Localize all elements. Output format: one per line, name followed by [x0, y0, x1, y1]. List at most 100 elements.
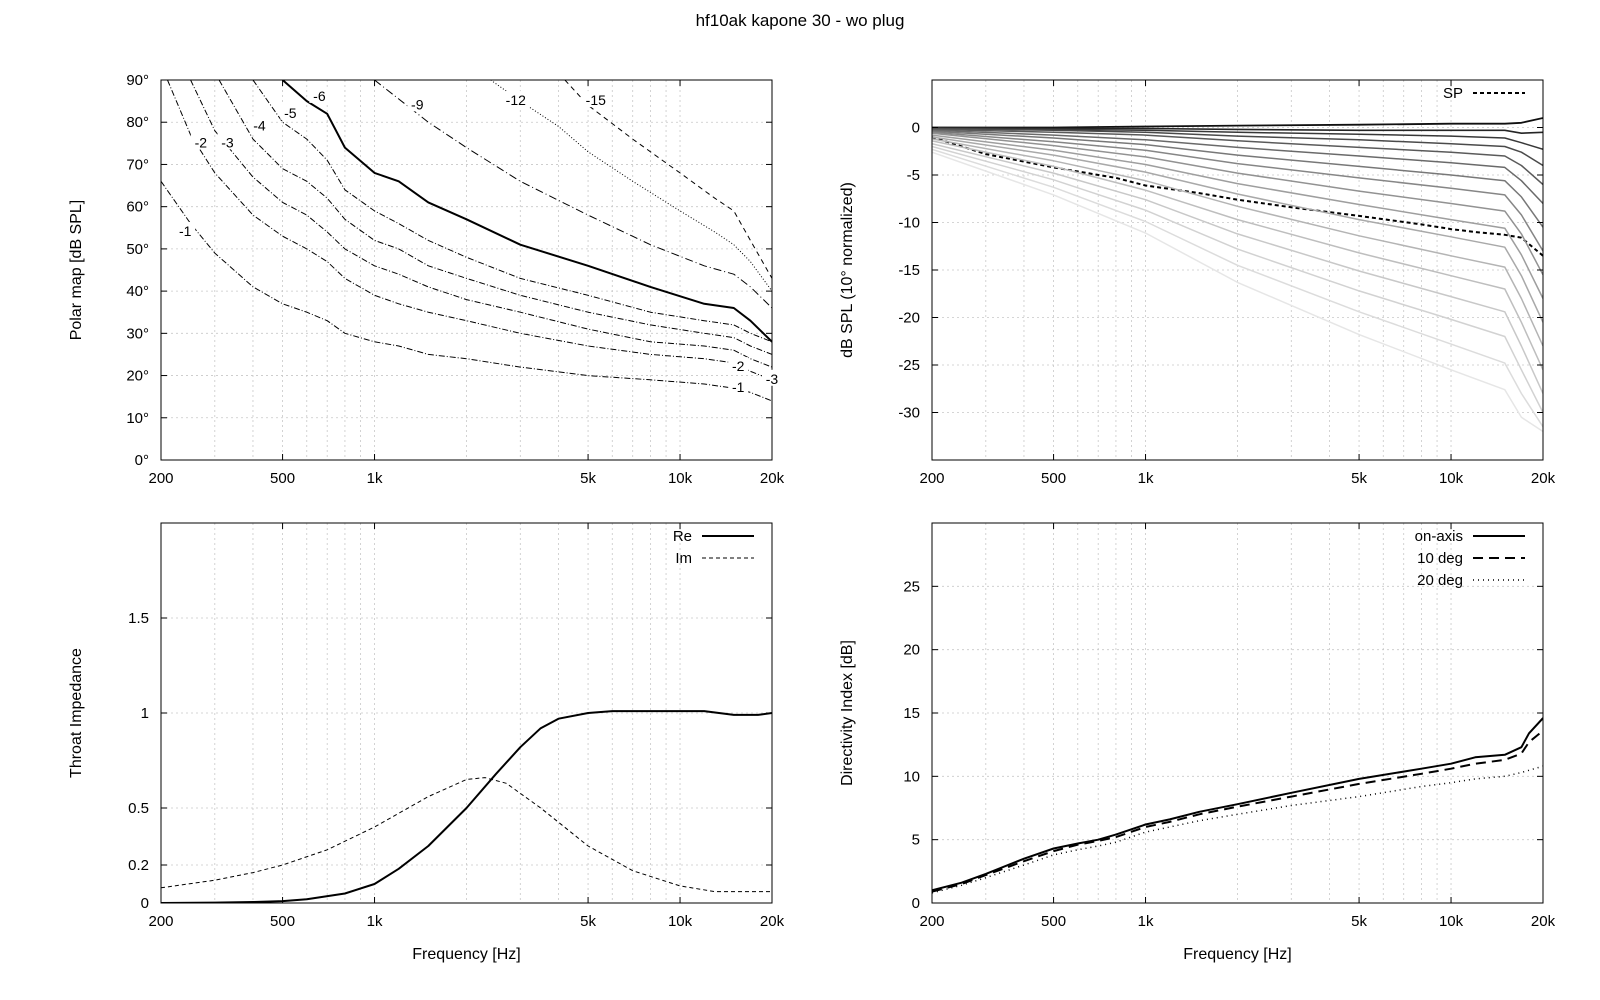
legend-label: Im: [675, 550, 692, 567]
y-tick-label: 0.2: [128, 857, 149, 874]
contour-label-bg: [249, 116, 270, 133]
throat-impedance-plot: 200 500 1k 5k 10k 20k 0 0.2 0.5 1 1.5 Throat Impeda…: [68, 522, 785, 963]
series-line-4: [932, 127, 1543, 167]
x-tick-label: 5k: [1351, 913, 1367, 930]
x-tick-label: 200: [148, 470, 173, 487]
y-tick-label: 1.5: [128, 610, 149, 627]
contour-label: -3: [221, 134, 234, 150]
x-tick-label: 1k: [1138, 913, 1154, 930]
directivity-index-plot: 200 500 1k 5k 10k 20k 0 5 10 15 20 25 Directivity In…: [839, 522, 1556, 963]
contour-label-bg: [581, 91, 610, 108]
x-tick-label: 10k: [668, 913, 693, 930]
x-tick-label: 5k: [1351, 470, 1367, 487]
x-tick-label: 200: [919, 913, 944, 930]
contour-label-bg: [762, 369, 782, 386]
y-tick-label: -20: [898, 310, 920, 327]
y-tick-label: 0: [912, 120, 920, 137]
legend-label: Re: [673, 528, 692, 545]
contour-label-bg: [309, 86, 330, 103]
contour-label-bg: [280, 103, 301, 120]
y-tick-label: 25: [903, 578, 920, 595]
contour-label: -1: [732, 379, 745, 395]
series-line-contour-15: [564, 80, 772, 279]
contour-label: -5: [284, 105, 297, 121]
series-group: [932, 117, 1543, 433]
x-tick-label: 1k: [367, 913, 383, 930]
series-line-contour-3: [190, 80, 772, 368]
x-tick-label: 10k: [1439, 470, 1464, 487]
y-tick-label: 0°: [135, 452, 149, 469]
y-tick-label: 90°: [126, 72, 149, 89]
contour-label: -2: [732, 358, 745, 374]
contour-label: -15: [586, 92, 606, 108]
x-tick-label: 500: [1041, 913, 1066, 930]
series-line-6: [932, 129, 1543, 205]
series-line-13: [932, 140, 1543, 371]
y-tick-label: -10: [898, 215, 920, 232]
y-tick-label: -5: [907, 167, 920, 184]
contour-label-bg: [728, 357, 749, 374]
series-line-12: [932, 138, 1543, 347]
y-tick-label: -15: [898, 262, 920, 279]
x-axis-title: Frequency [Hz]: [1183, 946, 1291, 963]
y-tick-label: 0.5: [128, 800, 149, 817]
series-line-on-axis: [932, 717, 1543, 892]
series-line-10-deg: [932, 729, 1543, 893]
x-tick-label: 500: [270, 913, 295, 930]
y-axis-title: Polar map [dB SPL]: [68, 200, 85, 341]
y-tick-label: -30: [898, 405, 920, 422]
contour-label-bg: [728, 378, 749, 395]
y-tick-label: 60°: [126, 199, 149, 216]
legend-label: 20 deg: [1417, 572, 1463, 589]
contour-label-bg: [501, 91, 530, 108]
x-tick-label: 10k: [1439, 913, 1464, 930]
series-line-1: [932, 117, 1543, 129]
series-line-7: [932, 130, 1543, 228]
x-tick-label: 200: [148, 913, 173, 930]
x-tick-label: 1k: [367, 470, 383, 487]
series-line-5: [932, 128, 1543, 186]
figure-title: hf10ak kapone 30 - wo plug: [696, 11, 905, 30]
series-line-9: [932, 132, 1543, 276]
contour-label: -2: [195, 134, 208, 150]
x-tick-label: 20k: [760, 913, 785, 930]
y-axis-title: Directivity Index [dB]: [839, 640, 856, 786]
contour-label: -6: [313, 88, 326, 104]
x-tick-label: 20k: [760, 470, 785, 487]
y-tick-label: 30°: [126, 325, 149, 342]
y-tick-label: 70°: [126, 156, 149, 173]
x-tick-label: 20k: [1531, 913, 1556, 930]
y-axis-title: dB SPL (10° normalized): [839, 182, 856, 358]
series-line-Im: [161, 777, 772, 893]
x-tick-label: 20k: [1531, 470, 1556, 487]
contour-label-bg: [190, 133, 211, 150]
y-tick-label: 15: [903, 705, 920, 722]
x-tick-label: 500: [1041, 470, 1066, 487]
x-tick-label: 10k: [668, 470, 693, 487]
polar-map-plot: 200 500 1k 5k 10k 20k 0° 10° 20° 30° 40° 50° 60° 70° 8…: [68, 72, 785, 487]
legend-label: 10 deg: [1417, 550, 1463, 567]
series-line-contour-12: [490, 80, 772, 292]
series-line-15: [932, 145, 1543, 413]
series-line-17: [932, 151, 1543, 433]
x-tick-label: 500: [270, 470, 295, 487]
y-tick-label: 20°: [126, 368, 149, 385]
y-tick-label: 10: [903, 768, 920, 785]
y-tick-label: 5: [912, 832, 920, 849]
contour-label: -3: [766, 371, 779, 387]
contour-label-bg: [217, 133, 238, 150]
y-tick-label: 1: [141, 705, 149, 722]
series-line-contour-9: [374, 80, 772, 309]
x-tick-label: 5k: [580, 470, 596, 487]
series-line-11: [932, 136, 1543, 323]
contour-label: -1: [179, 223, 192, 239]
x-tick-label: 200: [919, 470, 944, 487]
y-tick-label: 0: [141, 895, 149, 912]
y-tick-label: 40°: [126, 283, 149, 300]
series-line-SP: [932, 136, 1543, 257]
y-tick-label: -25: [898, 357, 920, 374]
contour-label: -9: [411, 96, 424, 112]
x-tick-label: 1k: [1138, 470, 1154, 487]
legend-label: SP: [1443, 85, 1463, 102]
plot-frame: [160, 79, 773, 461]
